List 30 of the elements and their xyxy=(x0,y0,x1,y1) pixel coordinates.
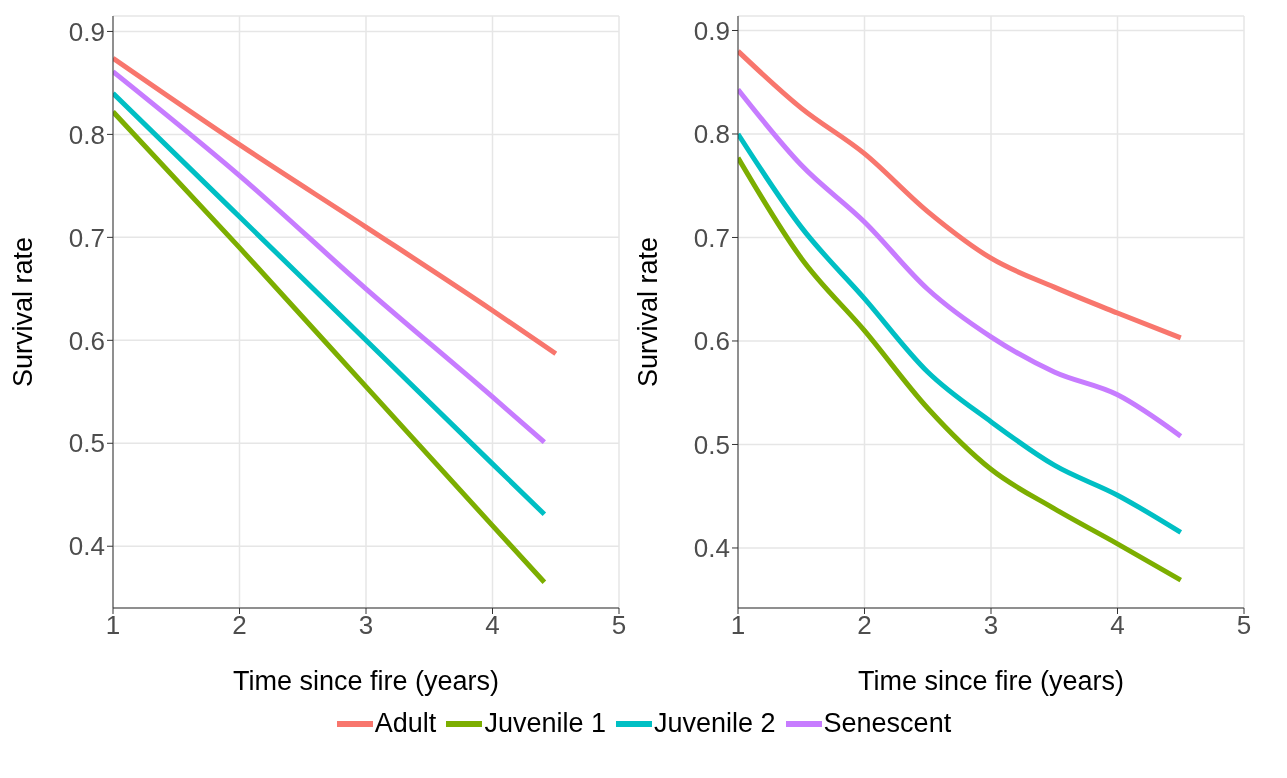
y-axis-title: Survival rate xyxy=(7,236,38,388)
y-axis-title: Survival rate xyxy=(632,236,663,388)
legend-label: Adult xyxy=(374,708,437,739)
y-tick-label: 0.8 xyxy=(68,119,105,150)
x-axis-title: Time since fire (years) xyxy=(232,666,500,696)
x-tick-label: 5 xyxy=(1236,610,1252,641)
y-tick-label: 0.4 xyxy=(693,533,730,564)
x-tick-label: 1 xyxy=(730,610,746,641)
x-tick-label: 5 xyxy=(611,610,627,641)
x-tick-label: 3 xyxy=(358,610,374,641)
y-tick-label: 0.9 xyxy=(693,15,730,46)
x-tick-label: 2 xyxy=(857,610,872,641)
legend-label: Juvenile 1 xyxy=(484,708,606,739)
x-tick-label: 1 xyxy=(105,610,121,641)
x-tick-label: 3 xyxy=(983,610,999,641)
y-tick-label: 0.8 xyxy=(693,119,730,150)
y-tick-label: 0.7 xyxy=(68,222,105,253)
y-tick-label: 0.5 xyxy=(68,428,105,459)
y-tick-label: 0.6 xyxy=(68,325,105,356)
x-tick-label: 4 xyxy=(485,610,500,641)
x-axis-title: Time since fire (years) xyxy=(857,666,1125,696)
y-tick-label: 0.5 xyxy=(693,429,730,460)
y-tick-label: 0.9 xyxy=(68,16,105,47)
x-tick-label: 2 xyxy=(232,610,247,641)
y-tick-label: 0.4 xyxy=(68,531,105,562)
y-tick-label: 0.6 xyxy=(693,326,730,357)
y-tick-label: 0.7 xyxy=(693,222,730,253)
legend-label: Senescent xyxy=(823,708,952,739)
x-tick-label: 4 xyxy=(1110,610,1125,641)
legend-label: Juvenile 2 xyxy=(653,708,776,739)
